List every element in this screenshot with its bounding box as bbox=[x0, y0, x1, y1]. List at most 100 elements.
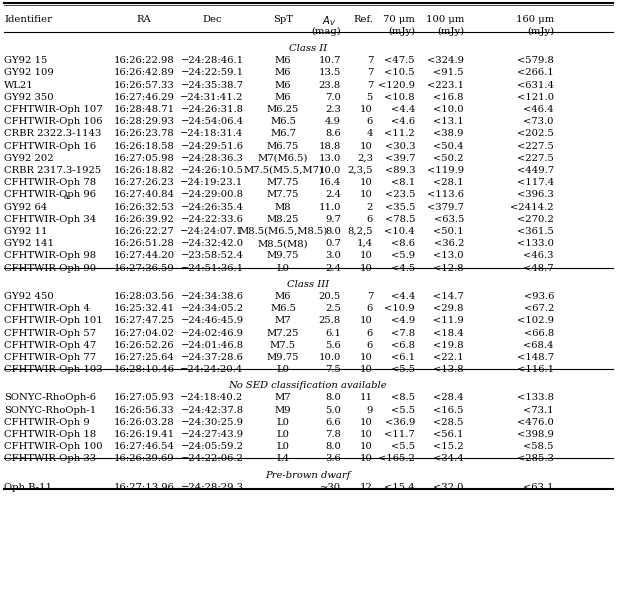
Text: −24:30:25.9: −24:30:25.9 bbox=[181, 418, 244, 427]
Text: 8.6: 8.6 bbox=[325, 129, 341, 138]
Text: 16:27:47.25: 16:27:47.25 bbox=[114, 316, 175, 325]
Text: 10: 10 bbox=[360, 430, 373, 439]
Text: 16:27:05.98: 16:27:05.98 bbox=[114, 154, 175, 163]
Text: <379.7: <379.7 bbox=[427, 202, 464, 211]
Text: <631.4: <631.4 bbox=[517, 80, 554, 89]
Text: <23.5: <23.5 bbox=[384, 190, 415, 199]
Text: M6.75: M6.75 bbox=[267, 141, 299, 150]
Text: 4.9: 4.9 bbox=[325, 117, 341, 126]
Text: M6: M6 bbox=[275, 93, 291, 102]
Text: <16.5: <16.5 bbox=[434, 406, 464, 415]
Text: −24:02:46.9: −24:02:46.9 bbox=[181, 328, 244, 337]
Text: 16:26:32.53: 16:26:32.53 bbox=[114, 202, 175, 211]
Text: −24:22:59.1: −24:22:59.1 bbox=[180, 68, 244, 77]
Text: GY92 15: GY92 15 bbox=[4, 56, 48, 65]
Text: CFHTWIR-Oph 34: CFHTWIR-Oph 34 bbox=[4, 214, 96, 223]
Text: M6: M6 bbox=[275, 68, 291, 77]
Text: −24:32:42.0: −24:32:42.0 bbox=[180, 239, 244, 248]
Text: 16:27:13.96: 16:27:13.96 bbox=[114, 483, 175, 492]
Text: <16.8: <16.8 bbox=[434, 93, 464, 102]
Text: <120.9: <120.9 bbox=[378, 80, 415, 89]
Text: 6.6: 6.6 bbox=[325, 418, 341, 427]
Text: 70 μm: 70 μm bbox=[383, 14, 415, 23]
Text: M6.5: M6.5 bbox=[270, 304, 296, 313]
Text: −24:28:36.3: −24:28:36.3 bbox=[181, 154, 244, 163]
Text: 10: 10 bbox=[360, 316, 373, 325]
Text: 7: 7 bbox=[366, 292, 373, 301]
Text: <270.2: <270.2 bbox=[517, 214, 554, 223]
Text: −24:24:20.4: −24:24:20.4 bbox=[180, 365, 244, 374]
Text: <133.0: <133.0 bbox=[517, 239, 554, 248]
Text: 7: 7 bbox=[366, 68, 373, 77]
Text: CFHTWIR-Oph 77: CFHTWIR-Oph 77 bbox=[4, 353, 96, 362]
Text: 12: 12 bbox=[360, 483, 373, 492]
Text: 11: 11 bbox=[360, 394, 373, 403]
Text: <91.5: <91.5 bbox=[433, 68, 464, 77]
Text: 4: 4 bbox=[366, 129, 373, 138]
Text: <13.1: <13.1 bbox=[433, 117, 464, 126]
Text: <6.1: <6.1 bbox=[391, 353, 415, 362]
Text: 3.6: 3.6 bbox=[325, 455, 341, 464]
Text: (mJy): (mJy) bbox=[437, 27, 464, 36]
Text: <30.3: <30.3 bbox=[384, 141, 415, 150]
Text: <5.5: <5.5 bbox=[391, 442, 415, 451]
Text: −24:24:07.1: −24:24:07.1 bbox=[180, 227, 244, 236]
Text: $A_V$: $A_V$ bbox=[323, 14, 337, 28]
Text: <29.8: <29.8 bbox=[434, 304, 464, 313]
Text: <6.8: <6.8 bbox=[391, 341, 415, 350]
Text: 10: 10 bbox=[360, 190, 373, 199]
Text: M6.7: M6.7 bbox=[270, 129, 296, 138]
Text: M8: M8 bbox=[275, 202, 291, 211]
Text: <89.3: <89.3 bbox=[384, 166, 415, 175]
Text: <39.7: <39.7 bbox=[384, 154, 415, 163]
Text: <67.2: <67.2 bbox=[524, 304, 554, 313]
Text: <63.1: <63.1 bbox=[523, 483, 554, 492]
Text: −24:34:38.6: −24:34:38.6 bbox=[181, 292, 244, 301]
Text: <11.7: <11.7 bbox=[384, 430, 415, 439]
Text: 7.5: 7.5 bbox=[325, 365, 341, 374]
Text: −24:26:35.4: −24:26:35.4 bbox=[181, 202, 244, 211]
Text: M8.5(M8): M8.5(M8) bbox=[258, 239, 308, 248]
Text: 5.0: 5.0 bbox=[325, 406, 341, 415]
Text: 16:26:57.33: 16:26:57.33 bbox=[114, 80, 175, 89]
Text: SONYC-RhoOph-1: SONYC-RhoOph-1 bbox=[4, 406, 96, 415]
Text: 13.0: 13.0 bbox=[318, 154, 341, 163]
Text: <266.1: <266.1 bbox=[517, 68, 554, 77]
Text: <38.9: <38.9 bbox=[434, 129, 464, 138]
Text: L0: L0 bbox=[276, 418, 289, 427]
Text: <48.7: <48.7 bbox=[523, 264, 554, 273]
Text: <47.5: <47.5 bbox=[384, 56, 415, 65]
Text: CFHTWIR-Oph 106: CFHTWIR-Oph 106 bbox=[4, 117, 102, 126]
Text: 16:27:04.02: 16:27:04.02 bbox=[114, 328, 175, 337]
Text: 9.7: 9.7 bbox=[325, 214, 341, 223]
Text: −24:35:38.7: −24:35:38.7 bbox=[181, 80, 244, 89]
Text: 10.0: 10.0 bbox=[318, 353, 341, 362]
Text: <117.4: <117.4 bbox=[517, 178, 554, 187]
Text: <58.5: <58.5 bbox=[523, 442, 554, 451]
Text: <13.8: <13.8 bbox=[433, 365, 464, 374]
Text: 8.0: 8.0 bbox=[325, 227, 341, 236]
Text: <227.5: <227.5 bbox=[517, 141, 554, 150]
Text: −24:22:06.2: −24:22:06.2 bbox=[181, 455, 244, 464]
Text: GY92 202: GY92 202 bbox=[4, 154, 54, 163]
Text: 16:26:23.78: 16:26:23.78 bbox=[114, 129, 175, 138]
Text: 160 μm: 160 μm bbox=[516, 14, 554, 23]
Text: GY92 450: GY92 450 bbox=[4, 292, 54, 301]
Text: 16:26:56.33: 16:26:56.33 bbox=[114, 406, 175, 415]
Text: 16:27:05.93: 16:27:05.93 bbox=[114, 394, 175, 403]
Text: 16:26:52.26: 16:26:52.26 bbox=[114, 341, 175, 350]
Text: Ref.: Ref. bbox=[353, 14, 373, 23]
Text: <8.1: <8.1 bbox=[391, 178, 415, 187]
Text: 3.0: 3.0 bbox=[325, 252, 341, 261]
Text: CFHTWIR-Oph 9: CFHTWIR-Oph 9 bbox=[4, 418, 89, 427]
Text: <19.8: <19.8 bbox=[433, 341, 464, 350]
Text: <4.4: <4.4 bbox=[391, 292, 415, 301]
Text: 6: 6 bbox=[366, 214, 373, 223]
Text: −24:26:31.8: −24:26:31.8 bbox=[181, 105, 244, 114]
Text: <324.9: <324.9 bbox=[427, 56, 464, 65]
Text: M8.25: M8.25 bbox=[267, 214, 299, 223]
Text: 10: 10 bbox=[360, 252, 373, 261]
Text: 6: 6 bbox=[366, 117, 373, 126]
Text: <46.3: <46.3 bbox=[523, 252, 554, 261]
Text: 5.6: 5.6 bbox=[325, 341, 341, 350]
